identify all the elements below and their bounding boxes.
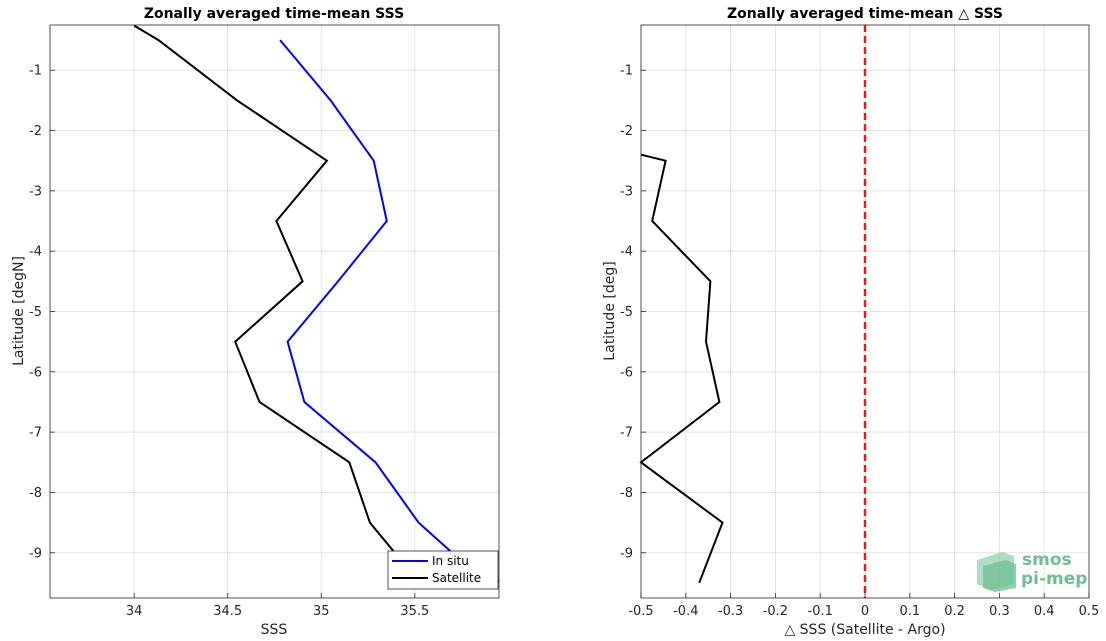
sss-y-tick-label: -7 — [29, 426, 42, 441]
sss-y-tick-label: -1 — [29, 64, 42, 79]
delta-series — [639, 153, 724, 584]
delta-y-tick-label: -1 — [620, 64, 633, 79]
delta-x-tick-label: -0.3 — [718, 604, 743, 619]
delta-y-axis-title: Latitude [deg] — [602, 261, 618, 360]
sss-y-axis-title: Latitude [degN] — [11, 256, 27, 366]
sss-series-line-1 — [133, 24, 401, 560]
sss-x-tick-label: 34 — [126, 604, 143, 619]
sss-x-tick-label: 35.5 — [400, 604, 429, 619]
delta-y-tick-label: -4 — [620, 245, 633, 260]
delta-y-tick-label: -2 — [620, 124, 633, 139]
delta-x-tick-label: 0 — [861, 604, 869, 619]
delta-series-line-0 — [639, 153, 724, 584]
delta-y-tick-label: -9 — [620, 546, 633, 561]
delta-x-tick-label: 0.2 — [944, 604, 965, 619]
legend-satellite-label: Satellite — [432, 571, 481, 585]
sss-panel: 34 34.5 35 35.5 -1 -2 -3 -4 -5 -6 -7 -8 -9 Zonally a… — [11, 6, 500, 638]
delta-ticks: -0.5 -0.4 -0.3 -0.2 -0.1 0 0.1 0.2 0.3 0.4 0.5 -1 -2… — [620, 64, 1099, 619]
delta-x-tick-label: -0.1 — [808, 604, 833, 619]
delta-x-tick-label: 0.3 — [989, 604, 1010, 619]
sss-ticks: 34 34.5 35 35.5 -1 -2 -3 -4 -5 -6 -7 -8 -9 — [29, 64, 429, 619]
sss-x-axis-title: SSS — [261, 622, 288, 638]
delta-y-tick-label: -3 — [620, 184, 633, 199]
logo-text-smos: smos — [1022, 550, 1072, 570]
sss-y-tick-label: -9 — [29, 546, 42, 561]
delta-x-tick-label: -0.2 — [763, 604, 788, 619]
sss-grid — [50, 25, 499, 598]
delta-x-tick-label: 0.1 — [899, 604, 920, 619]
delta-sss-panel: -0.5 -0.4 -0.3 -0.2 -0.1 0 0.1 0.2 0.3 0.4 0.5 -1 -2… — [602, 6, 1099, 638]
sss-y-tick-label: -2 — [29, 124, 42, 139]
sss-x-tick-label: 35 — [313, 604, 330, 619]
sss-series-line-0 — [279, 39, 500, 583]
delta-y-tick-label: -6 — [620, 365, 633, 380]
delta-x-tick-label: 0.4 — [1034, 604, 1055, 619]
sss-legend: In situ Satellite — [387, 550, 499, 590]
delta-y-tick-label: -7 — [620, 426, 633, 441]
sss-y-tick-label: -8 — [29, 486, 42, 501]
legend-in-situ-label: In situ — [432, 554, 469, 568]
sss-y-tick-label: -6 — [29, 365, 42, 380]
delta-y-tick-label: -5 — [620, 305, 633, 320]
logo-text-pi-mep: pi-mep — [1021, 569, 1087, 589]
logo-mark-front — [983, 560, 1016, 592]
sss-y-tick-label: -3 — [29, 184, 42, 199]
delta-x-axis-title: △ SSS (Satellite - Argo) — [784, 622, 945, 638]
smos-pi-mep-logo: smos pi-mep — [977, 550, 1087, 592]
sss-y-tick-label: -4 — [29, 245, 42, 260]
sss-series — [133, 24, 500, 583]
sss-x-tick-label: 34.5 — [213, 604, 242, 619]
legend-box — [387, 550, 499, 590]
delta-x-tick-label: -0.5 — [628, 604, 653, 619]
delta-x-tick-label: -0.4 — [673, 604, 698, 619]
sss-y-tick-label: -5 — [29, 305, 42, 320]
delta-x-tick-label: 0.5 — [1079, 604, 1100, 619]
delta-chart-title: Zonally averaged time-mean △ SSS — [727, 6, 1003, 22]
sss-chart-title: Zonally averaged time-mean SSS — [144, 6, 404, 22]
delta-y-tick-label: -8 — [620, 486, 633, 501]
